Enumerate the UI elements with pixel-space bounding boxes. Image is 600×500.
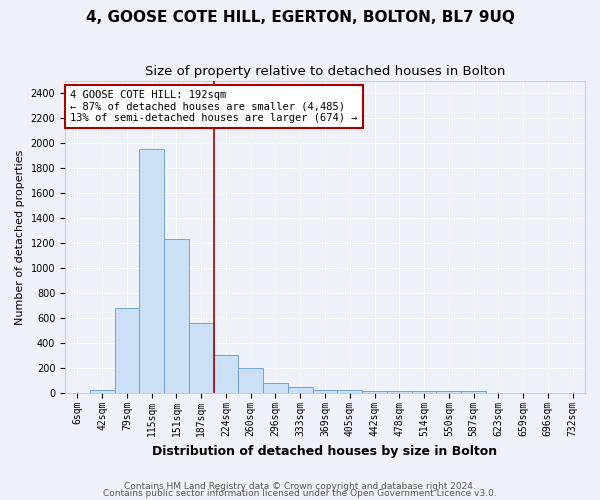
Text: 4, GOOSE COTE HILL, EGERTON, BOLTON, BL7 9UQ: 4, GOOSE COTE HILL, EGERTON, BOLTON, BL7… [86,10,514,25]
Bar [560,392,585,394]
Text: Contains HM Land Registry data © Crown copyright and database right 2024.: Contains HM Land Registry data © Crown c… [124,482,476,491]
Bar [362,391,387,394]
Bar [337,390,362,394]
Text: 4 GOOSE COTE HILL: 192sqm
← 87% of detached houses are smaller (4,485)
13% of se: 4 GOOSE COTE HILL: 192sqm ← 87% of detac… [70,90,358,123]
Bar [90,390,115,394]
Bar [238,368,263,394]
Bar [387,391,412,394]
Y-axis label: Number of detached properties: Number of detached properties [15,149,25,324]
Bar [115,308,139,394]
Bar [436,391,461,394]
Bar [164,240,189,394]
Bar [412,391,436,394]
Bar [288,387,313,394]
X-axis label: Distribution of detached houses by size in Bolton: Distribution of detached houses by size … [152,444,497,458]
Bar [139,150,164,394]
Title: Size of property relative to detached houses in Bolton: Size of property relative to detached ho… [145,65,505,78]
Bar [189,323,214,394]
Bar [263,382,288,394]
Bar [214,354,238,394]
Bar [461,391,486,394]
Text: Contains public sector information licensed under the Open Government Licence v3: Contains public sector information licen… [103,489,497,498]
Bar [65,392,90,394]
Bar [313,390,337,394]
